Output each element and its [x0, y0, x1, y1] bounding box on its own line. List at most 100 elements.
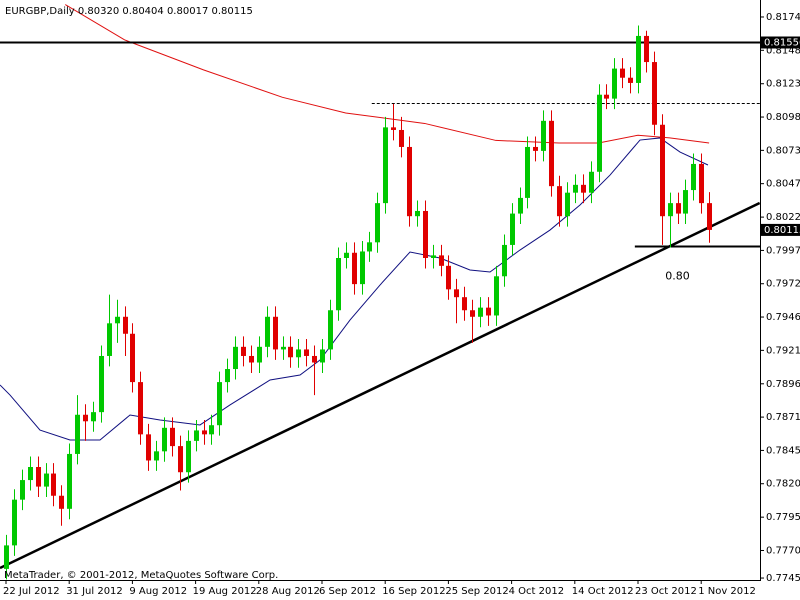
candle-body — [352, 252, 357, 285]
y-tick-label: 0.78205 — [766, 479, 800, 490]
candle-body — [170, 427, 175, 447]
candle-body — [44, 473, 49, 487]
y-tick-label: 0.79215 — [766, 345, 800, 356]
candle-body — [462, 297, 467, 311]
candle-body — [565, 192, 570, 217]
candle-body — [178, 446, 183, 473]
candle-body — [99, 355, 104, 413]
price-label-box — [761, 223, 800, 236]
candle-body — [20, 480, 25, 500]
candle-body — [304, 349, 309, 356]
candle-body — [660, 124, 665, 217]
level-label: 0.81556 — [764, 38, 800, 49]
candle-body — [612, 68, 617, 99]
candle-body — [423, 210, 428, 258]
candle-body — [691, 163, 696, 191]
candle-body — [273, 316, 278, 350]
candle-body — [431, 255, 436, 258]
candle-body — [470, 310, 475, 317]
candle-body — [138, 382, 143, 435]
candle-body — [383, 127, 388, 204]
candle-body — [360, 251, 365, 285]
candle-body — [652, 62, 657, 125]
x-tick-label: 22 Jul 2012 — [3, 586, 60, 597]
y-tick-label: 0.77450 — [766, 573, 800, 584]
candle-body — [123, 316, 128, 334]
candle-body — [454, 289, 459, 298]
candle-body — [241, 346, 246, 356]
candle-body — [494, 276, 499, 316]
candle-body — [683, 190, 688, 214]
x-tick-label: 19 Aug 2012 — [193, 586, 257, 597]
candle-body — [557, 186, 562, 217]
level-label-box — [761, 36, 800, 49]
candle-body — [4, 545, 9, 569]
candle-body — [478, 307, 483, 317]
candle-body — [375, 203, 380, 243]
x-tick-label: 23 Oct 2012 — [635, 586, 697, 597]
y-tick-label: 0.81235 — [766, 79, 800, 90]
candle-body — [233, 346, 238, 370]
x-tick-label: 16 Sep 2012 — [382, 586, 445, 597]
y-tick-label: 0.81745 — [766, 12, 800, 23]
candle-body — [699, 163, 704, 204]
candle-body — [589, 171, 594, 193]
candle-body — [91, 412, 96, 422]
candle-body — [51, 473, 56, 496]
candle-body — [707, 203, 712, 230]
x-tick-label: 1 Nov 2012 — [698, 586, 756, 597]
candle-body — [75, 414, 80, 454]
annotation: 0.80 — [665, 269, 690, 282]
x-tick-label: 14 Oct 2012 — [572, 586, 634, 597]
candle-body — [510, 213, 515, 245]
chart-title: EURGBP,Daily 0.80320 0.80404 0.80017 0.8… — [5, 6, 253, 17]
candle-body — [217, 382, 222, 426]
x-tick-label: 25 Sep 2012 — [445, 586, 508, 597]
trendline — [0, 201, 760, 570]
candle-body — [130, 333, 135, 383]
candle-body — [202, 430, 207, 435]
candle-body — [36, 467, 41, 487]
candle-body — [549, 120, 554, 187]
candle-body — [446, 265, 451, 290]
candle-body — [636, 35, 641, 83]
candle-body — [194, 430, 199, 441]
candle-body — [115, 316, 120, 324]
candle-body — [320, 349, 325, 363]
plot-area — [0, 4, 760, 580]
candle-body — [225, 369, 230, 383]
candle-body — [162, 427, 167, 452]
candle-body — [581, 184, 586, 193]
candle-body — [676, 203, 681, 214]
candle-body — [265, 316, 270, 347]
candle-body — [344, 252, 349, 258]
candle-body — [415, 210, 420, 217]
candle-body — [281, 346, 286, 350]
candle-body — [502, 244, 507, 277]
candle-body — [209, 425, 214, 435]
candle-body — [28, 467, 33, 481]
moving-average — [64, 4, 710, 144]
candle-body — [59, 495, 64, 509]
x-tick-label: 6 Sep 2012 — [319, 586, 376, 597]
candle-body — [146, 434, 151, 461]
candle-body — [107, 323, 112, 356]
x-tick-label: 4 Oct 2012 — [509, 586, 564, 597]
candle-body — [296, 349, 301, 358]
candle-body — [83, 414, 88, 422]
axes — [0, 0, 764, 584]
x-tick-label: 28 Aug 2012 — [256, 586, 320, 597]
candle-body — [644, 35, 649, 63]
candle-body — [620, 68, 625, 78]
candle-body — [154, 451, 159, 461]
candle-body — [288, 346, 293, 358]
candle-body — [573, 184, 578, 193]
y-tick-label: 0.79465 — [766, 312, 800, 323]
